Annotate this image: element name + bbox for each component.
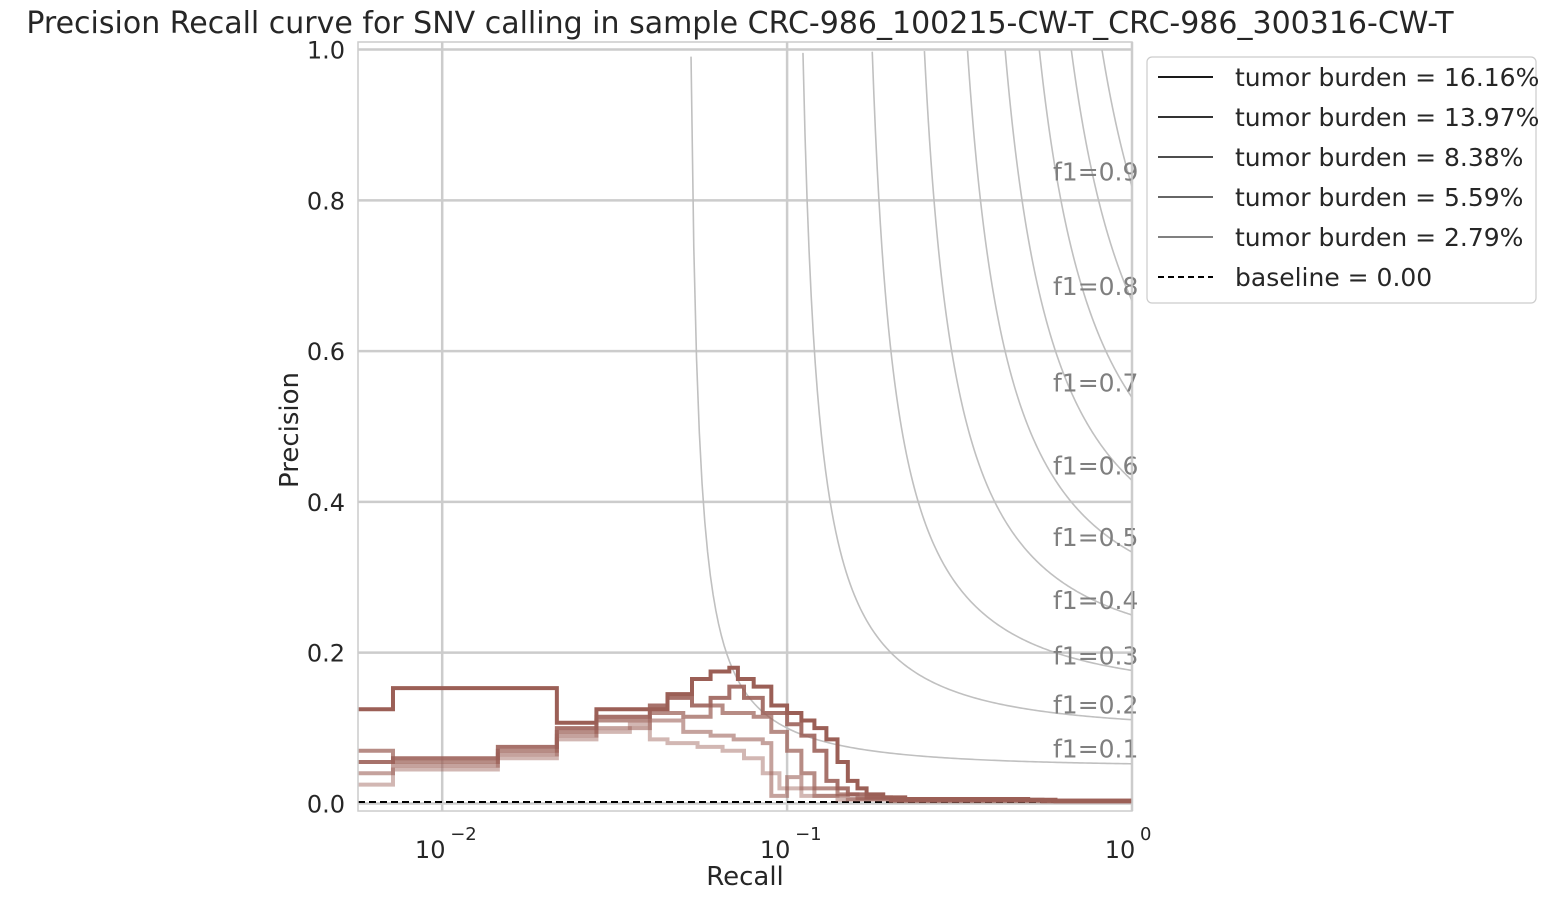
y-tick-label: 1.0 <box>307 37 345 65</box>
x-tick-exponent: −2 <box>450 824 477 845</box>
series-lines <box>358 665 1132 804</box>
plot-background <box>358 42 1132 811</box>
y-tick-label: 0.8 <box>307 187 345 215</box>
iso-f1-label: f1=0.6 <box>1053 451 1138 480</box>
iso-f1-curve <box>1101 49 1133 187</box>
legend-box <box>1146 56 1537 304</box>
iso-f1-curve <box>871 51 1133 672</box>
series-line <box>358 665 1132 804</box>
legend-label: tumor burden = 2.79% <box>1235 223 1523 252</box>
x-tick-exponent: −1 <box>795 824 822 845</box>
y-tick-label: 0.2 <box>307 640 345 668</box>
iso-f1-curve <box>802 52 1133 721</box>
legend-label: tumor burden = 16.16% <box>1235 63 1539 92</box>
svg-text:10: 10 <box>760 836 791 864</box>
iso-f1-curve <box>1004 50 1133 481</box>
legend-item: baseline = 0.00 <box>1158 263 1432 292</box>
iso-f1-curve <box>923 50 1133 616</box>
x-tick-label: 10−1 <box>760 824 822 864</box>
y-tick-label: 0.4 <box>307 489 345 517</box>
iso-f1-label: f1=0.3 <box>1053 641 1138 670</box>
legend-item: tumor burden = 8.38% <box>1158 143 1523 172</box>
legend-label: tumor burden = 8.38% <box>1235 143 1523 172</box>
legend-label: tumor burden = 13.97% <box>1235 103 1539 132</box>
x-tick-label: 10−2 <box>415 824 477 864</box>
iso-f1-curve <box>966 50 1133 553</box>
legend-label: tumor burden = 5.59% <box>1235 183 1523 212</box>
iso-f1-curve <box>1070 49 1133 302</box>
y-tick-label: 0.0 <box>307 790 345 818</box>
legend-item: tumor burden = 13.97% <box>1158 103 1539 132</box>
chart-title: Precision Recall curve for SNV calling i… <box>26 6 1454 41</box>
svg-text:10: 10 <box>415 836 446 864</box>
x-axis-label: Recall <box>706 862 784 892</box>
x-tick-exponent: 0 <box>1140 824 1151 845</box>
legend-item: tumor burden = 16.16% <box>1158 63 1539 92</box>
series-line <box>358 684 1132 804</box>
x-tick-label: 100 <box>1105 824 1152 864</box>
legend: tumor burden = 16.16% tumor burden = 13.9… <box>1146 56 1539 304</box>
iso-f1-label: f1=0.4 <box>1053 586 1138 615</box>
iso-f1-label: f1=0.5 <box>1053 523 1138 552</box>
iso-f1-label: f1=0.1 <box>1053 735 1138 764</box>
iso-f1-label: f1=0.8 <box>1053 272 1138 301</box>
legend-item: tumor burden = 5.59% <box>1158 183 1523 212</box>
iso-f1-curve <box>1038 50 1133 398</box>
iso-f1-label: f1=0.2 <box>1053 691 1138 720</box>
iso-f1-label: f1=0.9 <box>1053 158 1138 187</box>
plot-frame <box>357 41 1133 812</box>
y-axis-label: Precision <box>275 372 305 488</box>
iso-f1-curves: f1=0.1 f1=0.2 f1=0.3 f1=0.4 f1=0.5 f1=0.6 f1=0… <box>690 49 1138 765</box>
plot-area: f1=0.1 f1=0.2 f1=0.3 f1=0.4 f1=0.5 f1=0.6 f1=0… <box>357 41 1138 812</box>
y-tick-label: 0.6 <box>307 338 345 366</box>
y-tick-labels: 0.0 0.2 0.4 0.6 0.8 1.0 <box>307 37 345 819</box>
legend-item: tumor burden = 2.79% <box>1158 223 1523 252</box>
legend-label: baseline = 0.00 <box>1235 263 1432 292</box>
svg-text:10: 10 <box>1105 836 1136 864</box>
iso-f1-label: f1=0.7 <box>1053 368 1138 397</box>
